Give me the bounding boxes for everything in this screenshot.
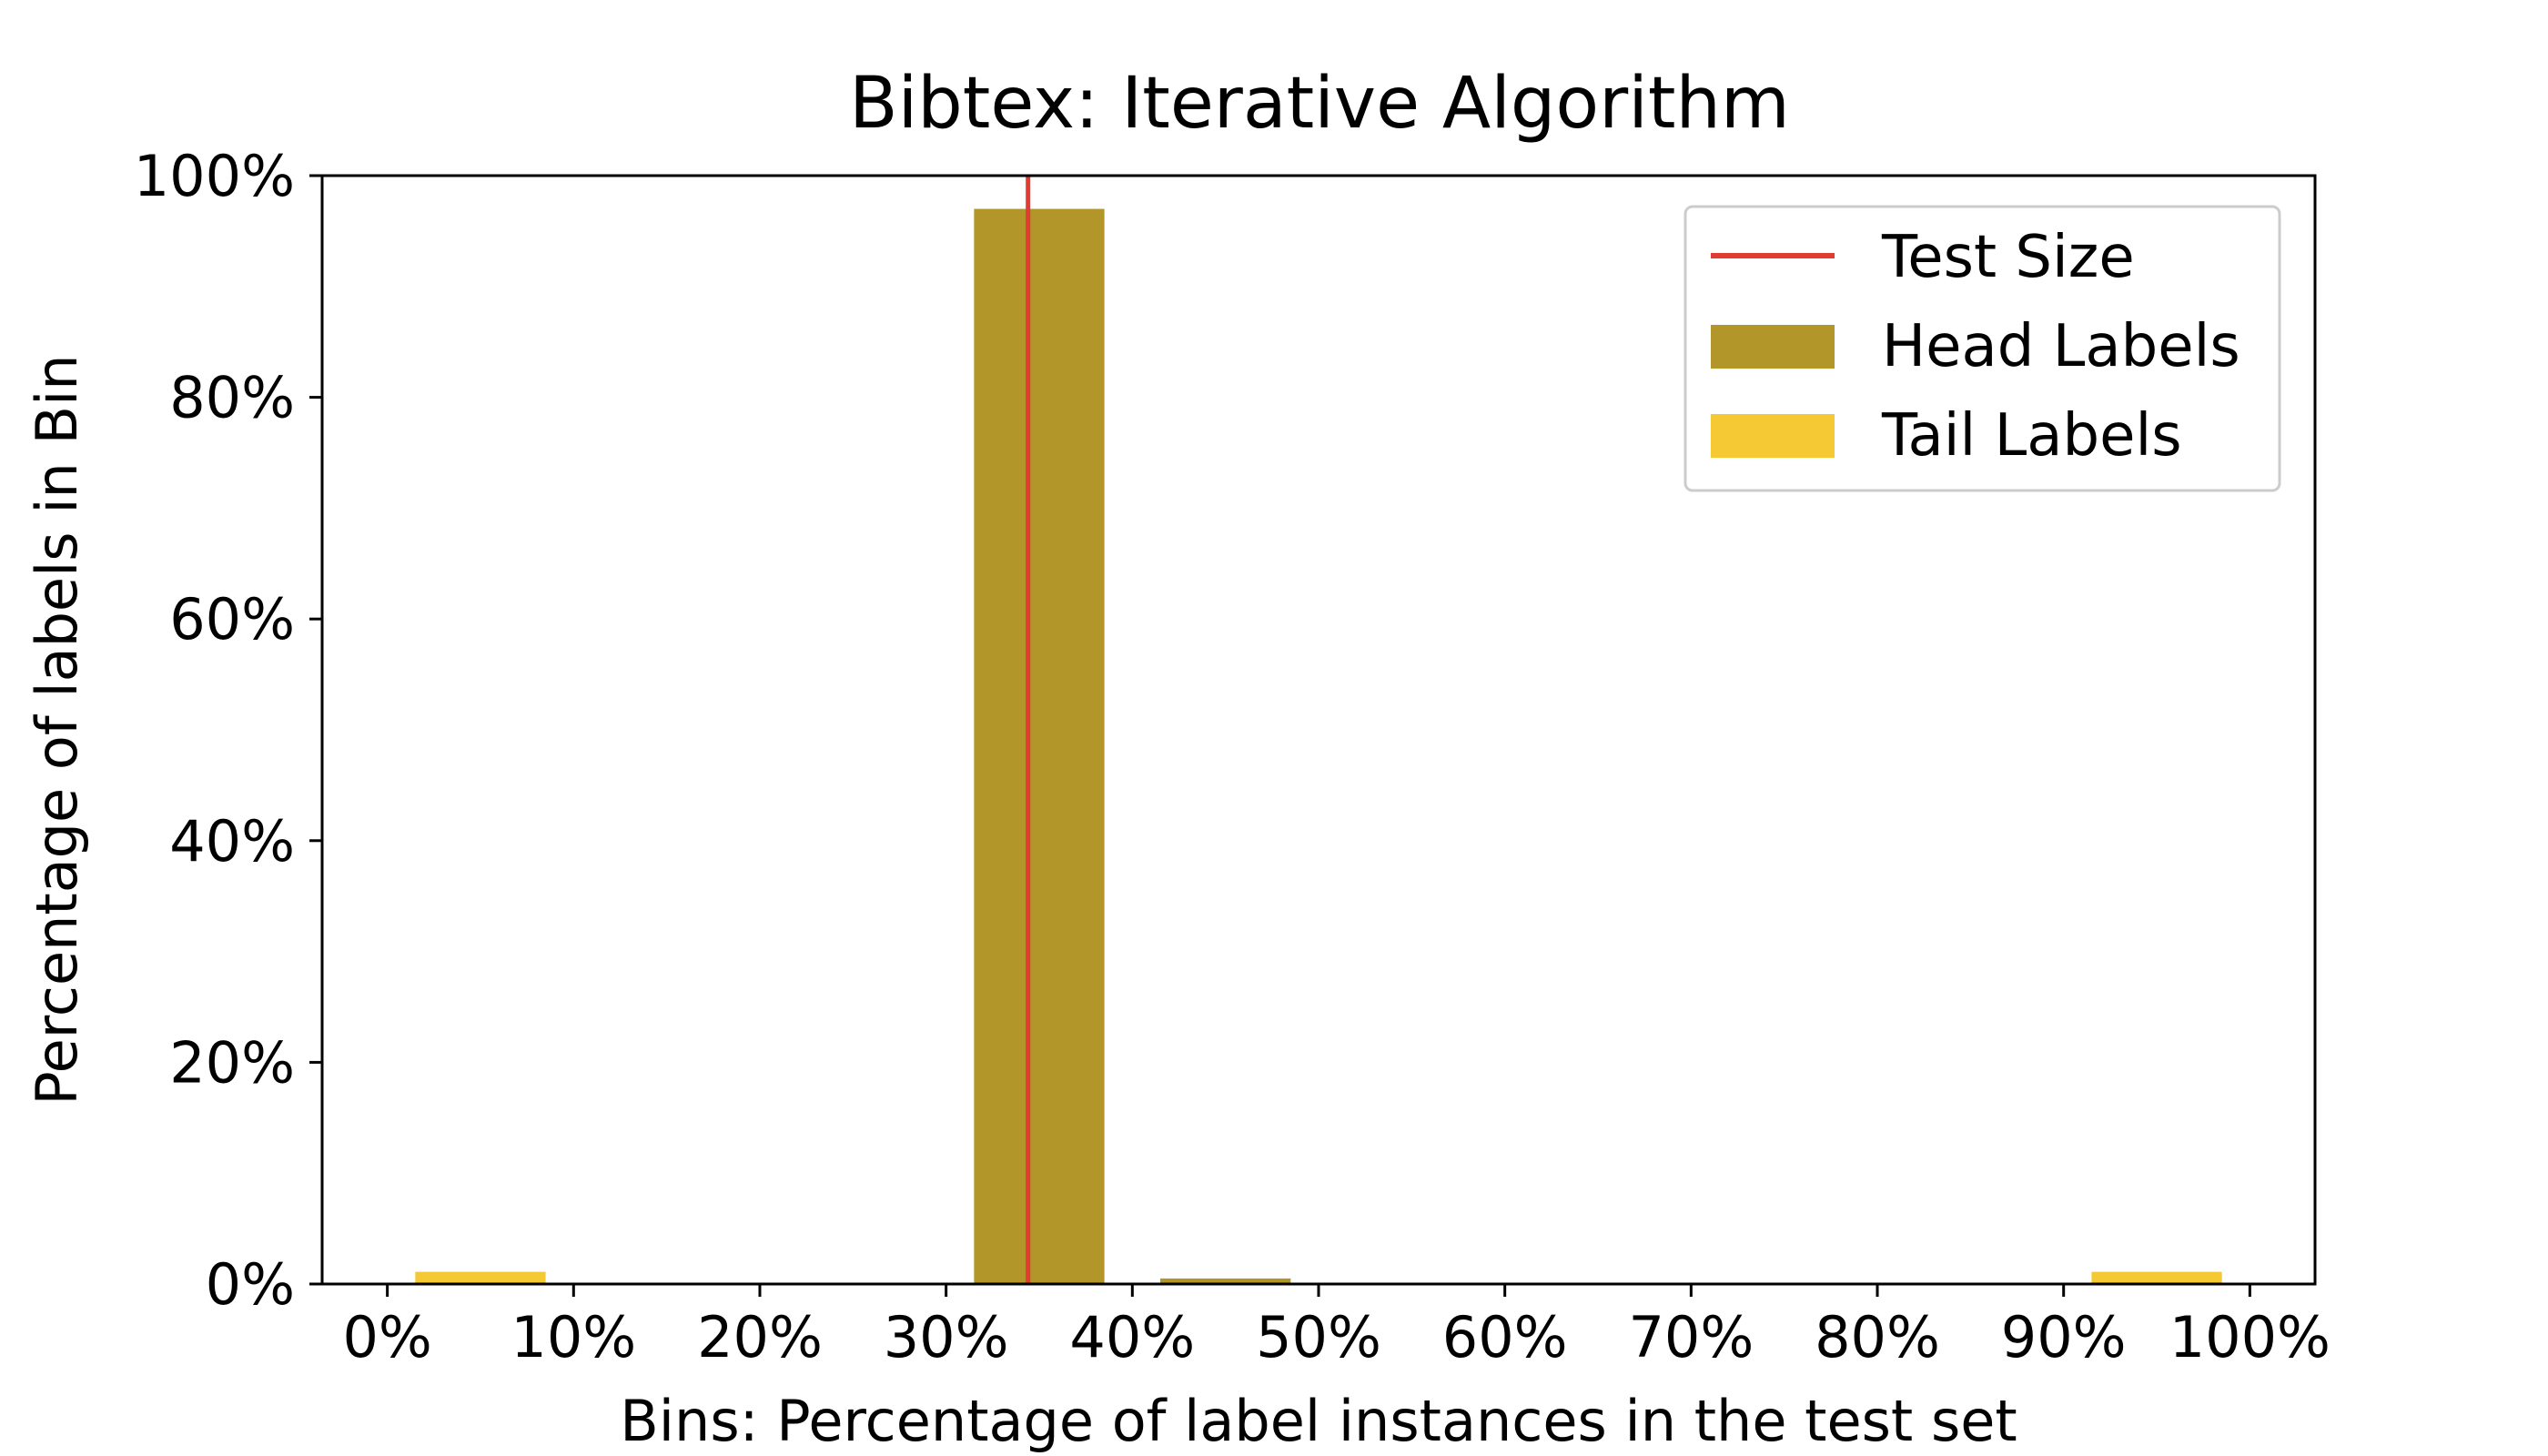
bar-tail-labels: [2091, 1271, 2222, 1284]
y-axis-label: Percentage of labels in Bin: [24, 354, 90, 1105]
bars-layer: [415, 208, 2222, 1284]
x-tick-label: 70%: [1628, 1304, 1754, 1370]
x-tick-label: 0%: [342, 1304, 431, 1370]
x-tick-label: 100%: [2169, 1304, 2331, 1370]
y-tick-label: 0%: [206, 1251, 295, 1318]
x-tick-label: 60%: [1442, 1304, 1568, 1370]
legend-label-test-size: Test Size: [1881, 224, 2135, 291]
x-tick-label: 20%: [697, 1304, 823, 1370]
bar-tail-labels: [415, 1271, 546, 1284]
y-tick-label: 100%: [134, 143, 295, 209]
bar-head-labels: [1160, 1278, 1291, 1284]
y-tick-label: 60%: [169, 586, 295, 652]
legend-swatch-head-labels: [1711, 325, 1835, 369]
x-tick-label: 10%: [511, 1304, 636, 1370]
bar-head-labels: [974, 208, 1105, 1284]
x-tick-label: 80%: [1815, 1304, 1940, 1370]
x-tick-label: 40%: [1069, 1304, 1195, 1370]
x-axis-ticks: 0% 10% 20% 30% 40% 50% 60% 70% 80% 90% 100%: [342, 1284, 2331, 1370]
x-tick-label: 30%: [884, 1304, 1009, 1370]
legend-label-head-labels: Head Labels: [1882, 313, 2240, 380]
legend-swatch-tail-labels: [1711, 414, 1835, 458]
legend: Test Size Head Labels Tail Labels: [1684, 205, 2281, 492]
y-tick-label: 40%: [169, 808, 295, 875]
y-tick-label: 20%: [169, 1029, 295, 1096]
y-axis-ticks: 0% 20% 40% 60% 80% 100%: [134, 143, 322, 1318]
x-tick-label: 50%: [1256, 1304, 1381, 1370]
x-tick-label: 90%: [2001, 1304, 2127, 1370]
x-axis-label: Bins: Percentage of label instances in t…: [620, 1388, 2017, 1454]
y-tick-label: 80%: [169, 365, 295, 431]
legend-label-tail-labels: Tail Labels: [1881, 402, 2182, 470]
chart-title: Bibtex: Iterative Algorithm: [849, 63, 1790, 145]
